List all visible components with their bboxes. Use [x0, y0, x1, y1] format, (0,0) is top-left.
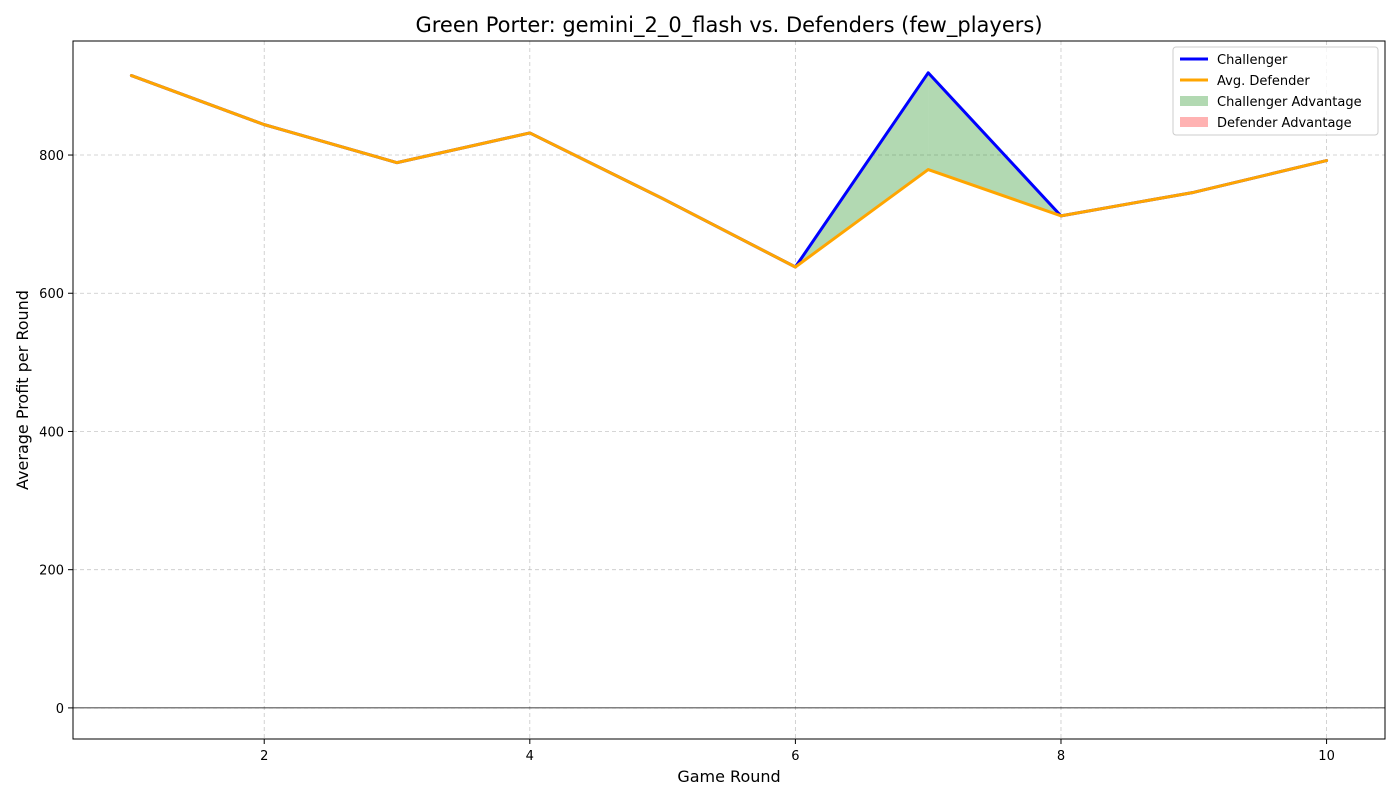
x-tick-label-10: 10: [1318, 749, 1335, 764]
series-lines: [129, 71, 1329, 269]
x-axis-label: Game Round: [677, 767, 780, 786]
y-tick-label-800: 800: [39, 149, 64, 164]
legend-label-challenger: Challenger: [1217, 53, 1288, 68]
legend-patch-defender-advantage: [1180, 117, 1208, 127]
y-tick-label-200: 200: [39, 564, 64, 579]
legend-label-challenger-advantage: Challenger Advantage: [1217, 95, 1362, 110]
legend: Challenger Avg. Defender Challenger Adva…: [1172, 46, 1379, 136]
plot-frame: [72, 40, 1386, 740]
y-tick-label-600: 600: [39, 287, 64, 302]
x-tick-label-8: 8: [1057, 749, 1065, 764]
series-line-avg-defender: [129, 74, 1329, 269]
legend-patch-challenger-advantage: [1180, 96, 1208, 106]
plot-background: [73, 41, 1385, 739]
x-tick-label-6: 6: [791, 749, 799, 764]
legend-box: [1172, 46, 1379, 136]
y-tick-label-0: 0: [56, 702, 64, 717]
legend-label-defender-advantage: Defender Advantage: [1217, 116, 1352, 131]
plot-area: [72, 40, 1386, 740]
x-tick-label-2: 2: [260, 749, 268, 764]
y-axis-label: Average Profit per Round: [13, 290, 32, 490]
y-axis: 0 200 400 600 800: [39, 149, 73, 717]
x-tick-label-4: 4: [526, 749, 534, 764]
y-tick-label-400: 400: [39, 425, 64, 440]
chart-title: Green Porter: gemini_2_0_flash vs. Defen…: [415, 13, 1042, 38]
legend-label-avg-defender: Avg. Defender: [1217, 74, 1310, 89]
x-axis: 2 4 6 8 10: [260, 739, 1335, 764]
